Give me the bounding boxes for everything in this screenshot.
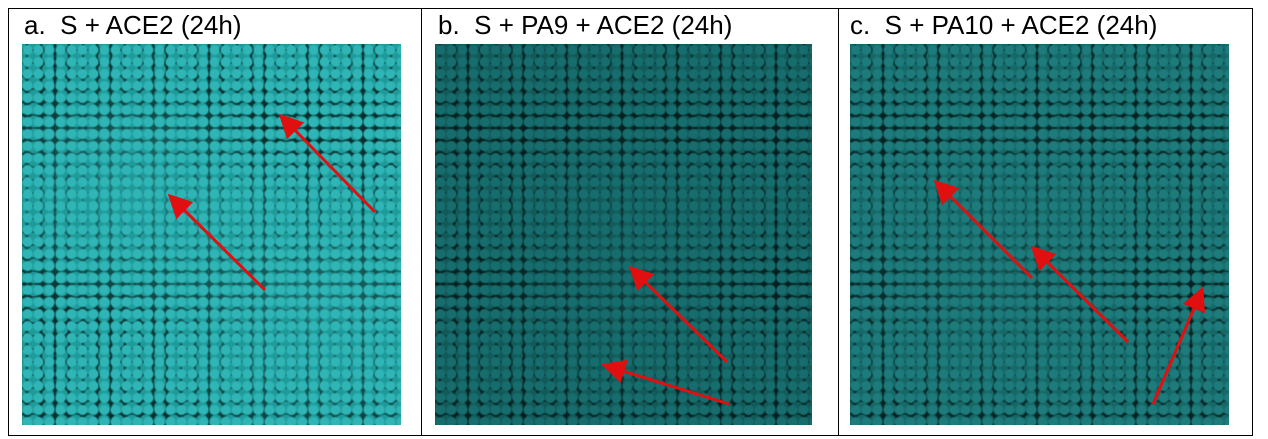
arrow [1030,245,1130,344]
arrow [628,265,729,364]
panel-label: a. S + ACE2 (24h) [24,10,242,40]
arrow [278,113,377,214]
arrow-overlay [167,113,377,292]
arrow [167,193,267,292]
arrow [601,359,730,406]
column-divider [838,8,839,436]
figure-frame [8,8,1253,436]
panel-label: c. S + PA10 + ACE2 (24h) [850,10,1158,40]
micrograph [435,44,812,425]
arrow-overlay [933,179,1205,405]
arrow-overlay [601,265,730,406]
column-divider [421,8,422,436]
arrow [1151,286,1205,405]
panel-label: b. S + PA9 + ACE2 (24h) [438,10,733,40]
micrograph [22,44,401,425]
arrow [933,179,1034,280]
micrograph [850,44,1229,425]
